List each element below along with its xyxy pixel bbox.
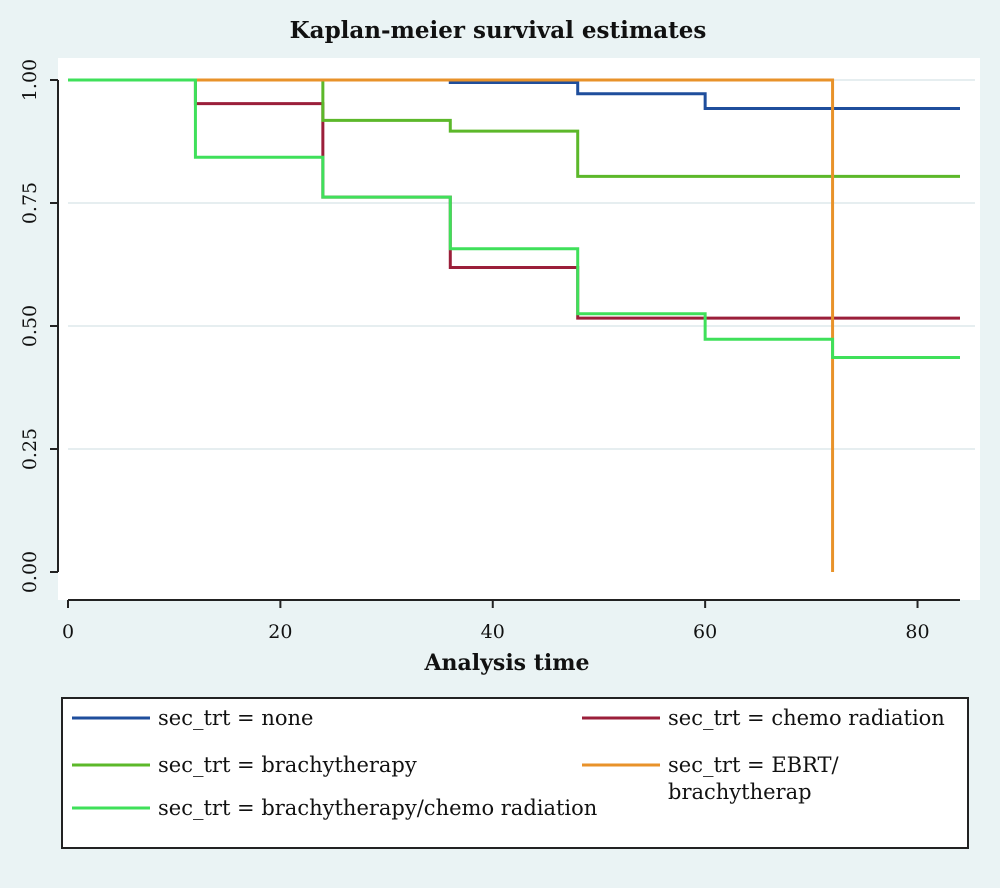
x-tick-label-3: 60 <box>693 621 717 643</box>
y-tick-label-3: 0.75 <box>19 182 41 224</box>
legend: sec_trt = none sec_trt = chemo radiation s… <box>72 706 945 820</box>
legend-label-0: sec_trt = none <box>158 706 313 730</box>
x-axis-label: Analysis time <box>423 650 589 676</box>
y-tick-label-4: 1.00 <box>19 59 41 101</box>
plot-area <box>58 58 980 600</box>
x-tick-label-1: 20 <box>268 621 292 643</box>
legend-label-3: sec_trt = EBRT/brachytherap <box>668 753 840 804</box>
chart-title: Kaplan-meier survival estimates <box>290 17 707 44</box>
axes: 0.00 0.25 0.50 0.75 1.00 0 20 40 60 80 <box>19 59 960 643</box>
legend-label-1: sec_trt = chemo radiation <box>668 706 945 730</box>
series-layer <box>68 78 960 572</box>
x-tick-label-0: 0 <box>62 621 74 643</box>
legend-label-4: sec_trt = brachytherapy/chemo radiation <box>158 796 597 820</box>
legend-box <box>61 697 969 849</box>
x-tick-label-2: 40 <box>481 621 505 643</box>
y-tick-label-2: 0.50 <box>19 305 41 347</box>
series-line-3 <box>68 78 835 572</box>
legend-label-2: sec_trt = brachytherapy <box>158 753 417 777</box>
x-tick-label-4: 80 <box>905 621 929 643</box>
y-tick-label-1: 0.25 <box>19 428 41 470</box>
series-line-4 <box>68 78 960 359</box>
series-line-2 <box>68 78 960 178</box>
y-tick-label-0: 0.00 <box>19 551 41 593</box>
